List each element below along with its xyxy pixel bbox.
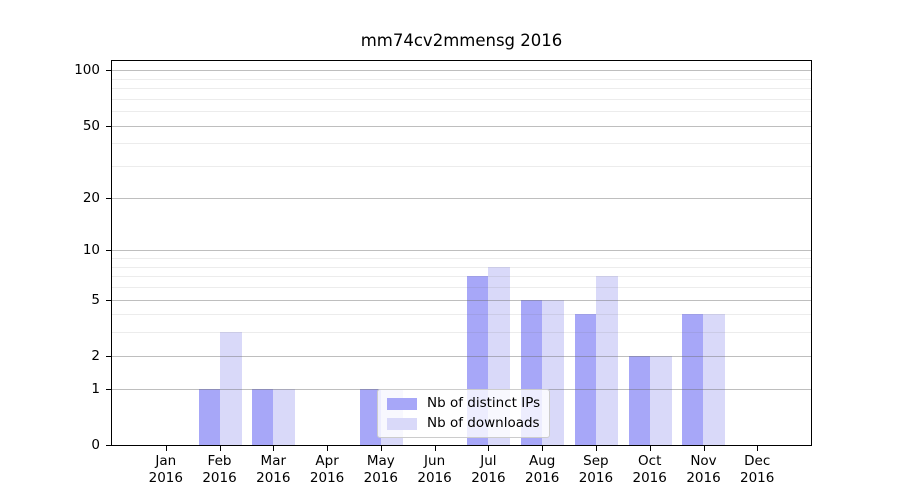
- x-tick-label: Jul 2016: [471, 453, 506, 486]
- bar-distinct-ips: [198, 388, 220, 445]
- y-tick-label: 5: [91, 291, 100, 308]
- gridline-minor: [112, 78, 811, 80]
- legend: Nb of distinct IPs Nb of downloads: [377, 389, 551, 438]
- y-tick-mark: [106, 125, 111, 127]
- bar-downloads: [219, 332, 242, 445]
- gridline-minor: [112, 111, 811, 113]
- gridline-minor: [112, 166, 811, 168]
- y-tick-label: 1: [91, 380, 100, 397]
- x-tick-mark: [165, 446, 167, 451]
- x-tick-mark: [649, 446, 651, 451]
- legend-item-downloads: Nb of downloads: [387, 416, 540, 431]
- gridline-major: [112, 355, 811, 357]
- x-tick-label: Jan 2016: [148, 453, 183, 486]
- x-tick-label: Nov 2016: [686, 453, 721, 486]
- x-tick-mark: [380, 446, 382, 451]
- bar-downloads: [649, 355, 672, 445]
- y-tick-label: 100: [74, 62, 100, 79]
- gridline-minor: [112, 314, 811, 316]
- legend-label-downloads: Nb of downloads: [427, 415, 540, 431]
- bar-distinct-ips: [628, 355, 650, 445]
- x-tick-mark: [703, 446, 705, 451]
- legend-swatch-downloads: [387, 417, 417, 430]
- y-tick-mark: [106, 299, 111, 301]
- x-tick-label: Mar 2016: [256, 453, 291, 486]
- x-tick-label: Oct 2016: [632, 453, 667, 486]
- gridline-major: [112, 197, 811, 199]
- gridline-major: [112, 70, 811, 72]
- bar-downloads: [703, 314, 726, 445]
- y-tick-label: 0: [91, 437, 100, 453]
- plot-area: [111, 60, 812, 446]
- bar-distinct-ips: [574, 314, 596, 445]
- bar-downloads: [595, 276, 618, 445]
- y-tick-label: 10: [82, 242, 100, 259]
- x-tick-mark: [434, 446, 436, 451]
- y-tick-mark: [106, 355, 111, 357]
- x-tick-mark: [488, 446, 490, 451]
- gridline-minor: [112, 276, 811, 278]
- y-tick-mark: [106, 70, 111, 72]
- x-tick-label: Feb 2016: [202, 453, 237, 486]
- x-tick-label: Dec 2016: [740, 453, 775, 486]
- gridline-minor: [112, 88, 811, 89]
- y-tick-mark: [106, 445, 111, 446]
- gridline-minor: [112, 98, 811, 100]
- x-tick-label: Apr 2016: [309, 453, 345, 486]
- bar-distinct-ips: [682, 314, 704, 445]
- y-tick-label: 50: [82, 117, 100, 134]
- bar-distinct-ips: [359, 388, 381, 445]
- y-tick-mark: [106, 250, 111, 252]
- x-tick-label: Sep 2016: [578, 453, 614, 486]
- y-tick-mark: [106, 388, 111, 390]
- y-tick-label: 2: [91, 347, 100, 364]
- gridline-major: [112, 299, 811, 301]
- bar-distinct-ips: [252, 388, 274, 445]
- y-tick-mark: [106, 197, 111, 199]
- legend-swatch-distinct-ips: [387, 397, 417, 410]
- chart-title: mm74cv2mmensg 2016: [360, 31, 563, 50]
- bar-downloads: [273, 388, 296, 445]
- y-tick-label: 20: [82, 189, 100, 206]
- gridline-minor: [112, 286, 811, 288]
- legend-label-distinct-ips: Nb of distinct IPs: [427, 395, 541, 411]
- gridline-major: [112, 125, 811, 127]
- x-tick-label: Jun 2016: [417, 453, 452, 486]
- x-tick-mark: [327, 446, 329, 451]
- legend-item-distinct-ips: Nb of distinct IPs: [387, 396, 540, 411]
- x-tick-mark: [595, 446, 597, 451]
- x-tick-mark: [757, 446, 759, 451]
- gridline-minor: [112, 258, 811, 259]
- gridline-minor: [112, 266, 811, 268]
- x-tick-label: Aug 2016: [525, 453, 560, 486]
- x-tick-mark: [273, 446, 275, 451]
- x-tick-label: May 2016: [363, 453, 398, 486]
- gridline-major: [112, 250, 811, 252]
- x-tick-mark: [219, 446, 221, 451]
- gridline-minor: [112, 143, 811, 145]
- gridline-minor: [112, 332, 811, 334]
- x-tick-mark: [542, 446, 544, 451]
